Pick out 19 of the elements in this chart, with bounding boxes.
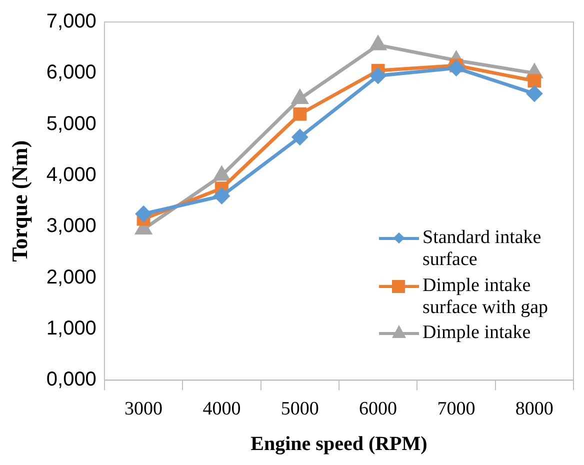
y-tick-label: 6,000	[46, 62, 96, 84]
x-tick-label: 6000	[359, 398, 398, 420]
y-axis-title: Torque (Nm)	[6, 140, 32, 262]
y-tick-label: 7,000	[46, 10, 96, 33]
y-tick-label: 2,000	[46, 266, 96, 288]
x-tick-label: 3000	[124, 398, 163, 420]
x-tick-label: 4000	[202, 398, 241, 420]
y-tick-label: 4,000	[46, 164, 96, 186]
y-tick-label: 3,000	[46, 215, 96, 238]
y-tick-label: 1,000	[46, 318, 96, 340]
legend-label: Dimple intake	[422, 322, 531, 344]
x-tick-label: 7000	[437, 398, 476, 420]
x-tick-label: 8000	[515, 398, 554, 420]
legend-label: Dimple intake surface with gap	[422, 274, 550, 318]
x-axis-title: Engine speed (RPM)	[250, 433, 428, 456]
y-tick-label: 5,000	[46, 112, 96, 135]
y-tick-label: 0,000	[46, 368, 96, 391]
x-tick-label: 5000	[280, 398, 319, 420]
legend-label: Standard intake surface	[422, 227, 542, 271]
